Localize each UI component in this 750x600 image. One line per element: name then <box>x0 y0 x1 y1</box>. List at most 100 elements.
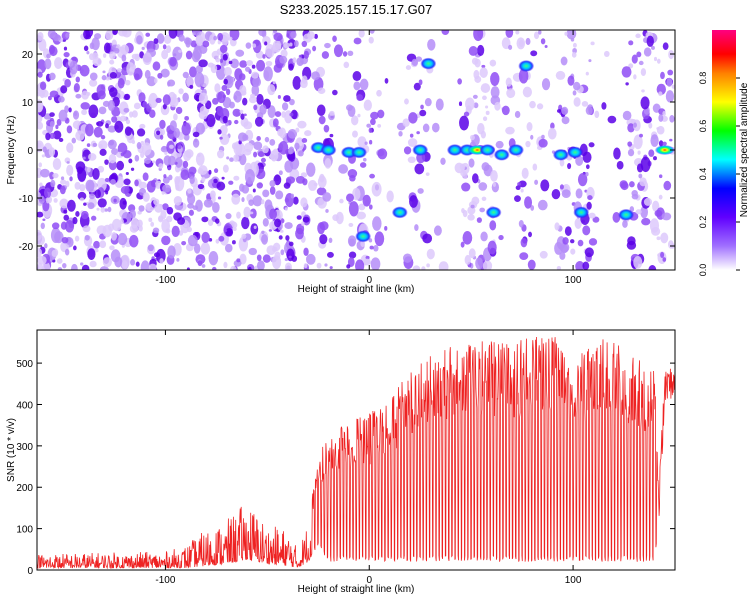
heatmap-speckle <box>358 203 366 211</box>
heatmap-speckle <box>518 220 524 228</box>
heatmap-speckle <box>424 97 432 107</box>
heatmap-speckle <box>232 108 241 117</box>
heatmap-feature <box>351 146 368 159</box>
heatmap-speckle <box>566 30 577 40</box>
heatmap-speckle <box>620 181 629 191</box>
heatmap-speckle <box>640 206 648 219</box>
heatmap-speckle <box>140 260 150 270</box>
heatmap-speckle <box>177 217 186 225</box>
heatmap-speckle <box>489 220 497 231</box>
heatmap-speckle <box>121 260 128 270</box>
heatmap-speckle <box>252 43 257 48</box>
heatmap-speckle <box>262 54 266 59</box>
heatmap-speckle <box>52 172 59 179</box>
heatmap-speckle <box>208 169 212 175</box>
heatmap-speckle <box>633 74 637 80</box>
heatmap-speckle <box>44 243 48 249</box>
heatmap-speckle <box>481 64 486 68</box>
heatmap-speckle <box>465 97 475 111</box>
heatmap-speckle <box>56 258 63 264</box>
heatmap-speckle <box>96 207 100 211</box>
snr-y-tick-label: 100 <box>16 525 33 536</box>
heatmap-speckle <box>176 258 180 262</box>
heatmap-speckle <box>459 115 469 131</box>
heatmap-speckle <box>347 257 355 267</box>
heatmap-speckle <box>225 88 231 96</box>
heatmap-speckle <box>233 175 240 181</box>
heatmap-speckle <box>53 198 58 203</box>
heatmap-speckle <box>518 39 524 48</box>
heatmap-speckle <box>468 158 475 168</box>
heatmap-speckle <box>136 128 146 137</box>
heatmap-speckle <box>649 218 660 233</box>
heatmap-speckle <box>80 102 90 110</box>
heatmap-speckle <box>109 72 117 79</box>
heatmap-speckle <box>333 44 344 58</box>
heatmap-speckle <box>87 202 95 210</box>
heatmap-feature <box>446 144 463 156</box>
heatmap-speckle <box>85 179 95 193</box>
heatmap-speckles <box>37 30 675 270</box>
heatmap-speckle <box>141 46 145 51</box>
heatmap-speckle <box>588 142 595 148</box>
heatmap-speckle <box>264 199 273 212</box>
heatmap-speckle <box>202 40 210 48</box>
heatmap-speckle <box>422 233 433 244</box>
heatmap-speckle <box>93 240 101 249</box>
heatmap-feature <box>654 145 675 155</box>
snr-y-tick-label: 400 <box>16 400 33 411</box>
heatmap-speckle <box>110 178 116 185</box>
heatmap-speckle <box>636 51 642 58</box>
heatmap-speckle <box>232 227 237 231</box>
heatmap-speckle <box>305 253 316 265</box>
heatmap-speckle <box>183 150 192 162</box>
heatmap-speckle <box>230 265 237 270</box>
heatmap-speckle <box>260 199 265 205</box>
colorbar-tick-label: 0.0 <box>698 264 708 277</box>
heatmap-speckle <box>316 104 326 116</box>
heatmap-speckle <box>561 189 571 199</box>
heatmap-speckle <box>219 133 230 145</box>
heatmap-speckle <box>420 104 424 110</box>
colorbar-tick-label: 0.4 <box>698 168 708 181</box>
heatmap-speckle <box>485 110 490 115</box>
heatmap-speckle <box>585 106 593 115</box>
heatmap-speckle <box>142 192 150 202</box>
heatmap-speckle <box>192 205 199 211</box>
heatmap-speckle <box>273 32 283 42</box>
heatmap-speckle <box>363 99 372 111</box>
heatmap-speckle <box>288 146 295 154</box>
heatmap-speckle <box>577 239 584 247</box>
heatmap-speckle <box>260 157 266 163</box>
heatmap-speckle <box>89 72 98 81</box>
heatmap-speckle <box>181 122 191 136</box>
heatmap-speckle <box>58 109 68 122</box>
heatmap-speckle <box>525 140 531 148</box>
heatmap-x-tick-label: -100 <box>155 275 175 286</box>
heatmap-speckle <box>588 212 596 219</box>
heatmap-speckle <box>625 82 629 86</box>
heatmap-speckle <box>288 63 294 71</box>
heatmap-y-tick-label: 10 <box>22 98 34 109</box>
heatmap-speckle <box>303 247 309 256</box>
heatmap-speckle <box>197 183 205 190</box>
heatmap-speckle <box>138 92 146 104</box>
heatmap-speckle <box>357 113 361 118</box>
heatmap-speckle <box>561 106 569 115</box>
heatmap-feature <box>485 206 502 219</box>
heatmap-speckle <box>357 136 367 148</box>
heatmap-speckle <box>67 199 76 212</box>
heatmap-speckle <box>161 190 165 195</box>
heatmap-speckle <box>73 111 78 117</box>
heatmap-speckle <box>147 244 154 252</box>
heatmap-speckle <box>352 71 362 82</box>
snr-x-tick-label: 100 <box>565 575 582 586</box>
heatmap-speckle <box>175 184 180 191</box>
heatmap-speckle <box>409 195 418 208</box>
heatmap-speckle <box>492 182 496 187</box>
heatmap-speckle <box>303 263 308 269</box>
heatmap-speckle <box>141 142 152 156</box>
heatmap-speckle <box>145 32 151 37</box>
heatmap-speckle <box>377 123 382 128</box>
heatmap-speckle <box>99 240 107 249</box>
